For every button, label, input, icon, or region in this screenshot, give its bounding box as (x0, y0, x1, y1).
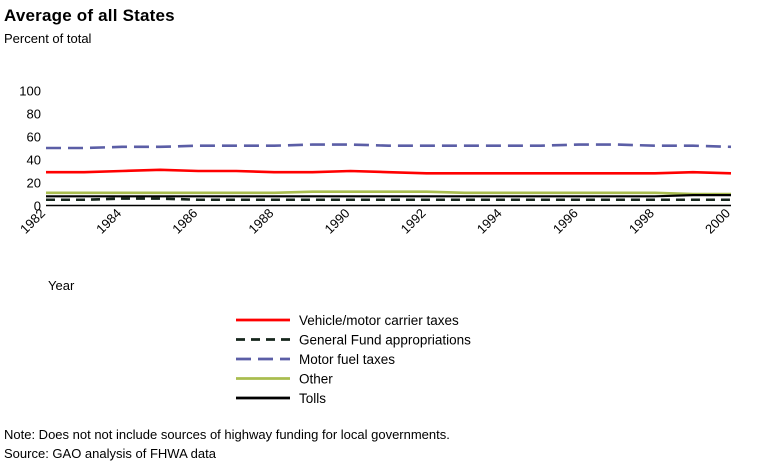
x-tick-label: 1984 (93, 206, 124, 237)
legend-label: General Fund appropriations (299, 333, 471, 348)
footnotes: Note: Does not not include sources of hi… (4, 425, 450, 463)
y-tick-label: 80 (27, 107, 41, 122)
y-tick-label: 0 (34, 199, 41, 214)
series-line (46, 143, 732, 150)
legend-label: Vehicle/motor carrier taxes (299, 313, 459, 328)
x-tick-label: 1988 (245, 206, 276, 237)
x-tick-label: 1996 (550, 206, 581, 237)
legend-label: Motor fuel taxes (299, 352, 395, 367)
legend-label: Tolls (299, 391, 326, 406)
y-tick-label: 60 (27, 130, 41, 145)
x-tick-label: 2000 (702, 206, 733, 237)
y-axis-unit-label: Percent of total (4, 31, 92, 46)
note-text: Note: Does not not include sources of hi… (4, 427, 450, 442)
x-tick-label: 1986 (169, 206, 200, 237)
x-axis-tick-labels: 1982 1984 1986 1988 1990 1992 1994 1996 1998 2000 (17, 206, 733, 237)
series-line (46, 190, 731, 196)
x-tick-label: 1998 (626, 206, 657, 237)
x-tick-label: 1992 (398, 206, 429, 237)
chart-legend: Vehicle/motor carrier taxes General Fund … (236, 313, 471, 406)
series-line (46, 197, 731, 202)
x-axis-title: Year (48, 278, 75, 293)
y-tick-label: 20 (27, 176, 41, 191)
series-line (46, 194, 731, 198)
x-tick-label: 1994 (474, 206, 505, 237)
chart-series-layer (46, 143, 732, 202)
series-line (46, 168, 732, 175)
y-tick-label: 100 (19, 84, 41, 99)
line-chart: 0 20 40 60 80 100 1982 1984 1986 1988 1990 1992 199… (17, 84, 733, 407)
source-text: Source: GAO analysis of FHWA data (4, 446, 216, 461)
legend-label: Other (299, 372, 333, 387)
x-tick-label: 1982 (17, 206, 48, 237)
page-title: Average of all States (4, 6, 175, 25)
y-axis-tick-labels: 0 20 40 60 80 100 (19, 84, 41, 214)
x-tick-label: 1990 (322, 206, 353, 237)
y-tick-label: 40 (27, 153, 41, 168)
